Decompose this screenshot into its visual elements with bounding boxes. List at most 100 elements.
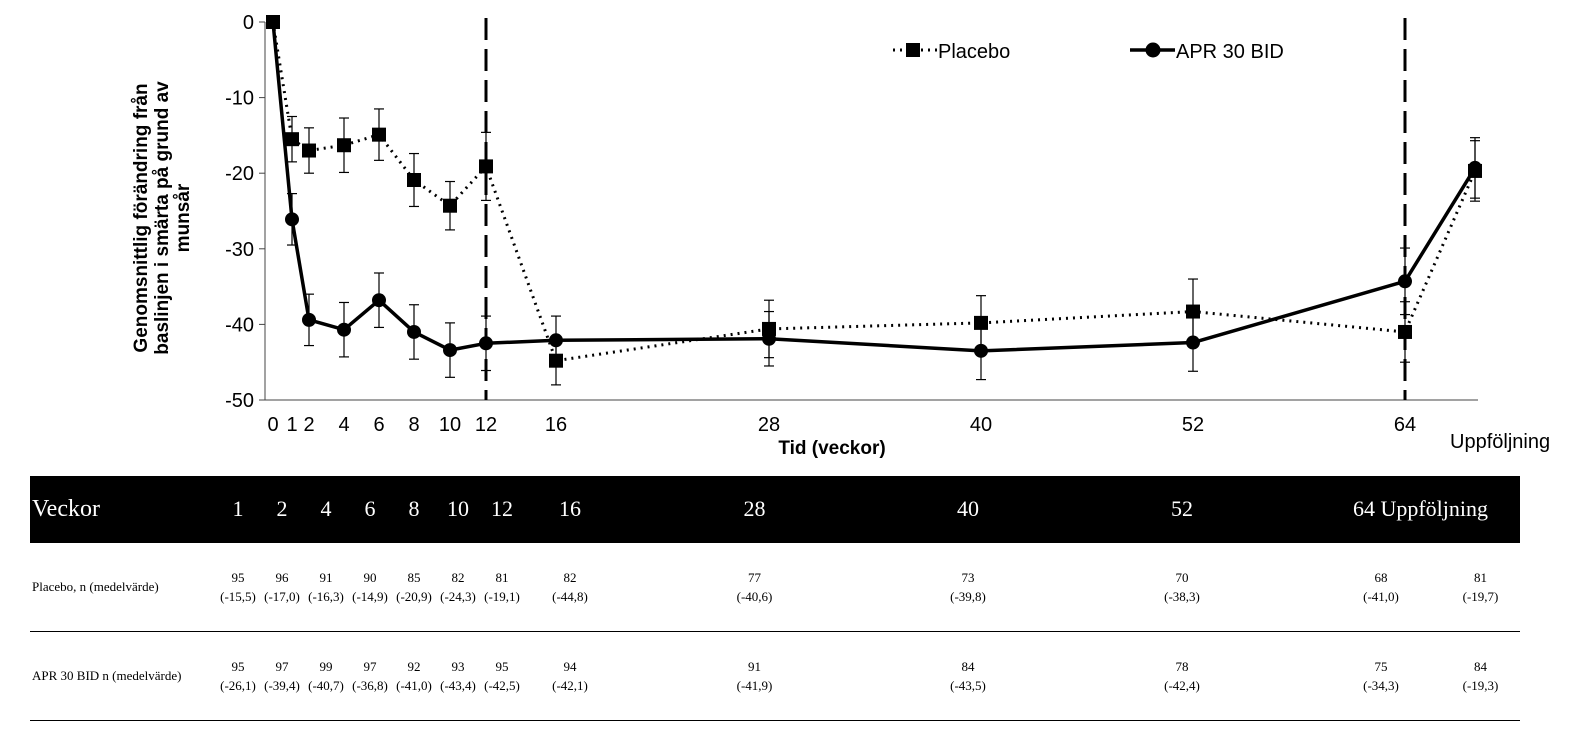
data-table: Veckor 1 2 4 6 8 10 12 16 28 40 52 64 Up… xyxy=(30,476,1520,721)
table-cell: 85 (-20,9) xyxy=(392,542,436,632)
x-tick-label: 40 xyxy=(970,414,992,436)
x-followup-label: Uppföljning xyxy=(1450,431,1550,453)
cell-mean: (-26,1) xyxy=(220,678,256,693)
x-tick-label: 52 xyxy=(1182,414,1204,436)
table-cell: 97 (-36,8) xyxy=(348,631,392,721)
x-tick-label: 64 xyxy=(1394,414,1416,436)
x-tick-label: 2 xyxy=(303,414,314,436)
cell-count: 82 xyxy=(451,570,465,585)
cell-count: 84 xyxy=(1474,659,1487,674)
cell-count: 99 xyxy=(319,659,333,674)
cell-count: 85 xyxy=(407,570,421,585)
data-point-apr xyxy=(302,312,316,327)
data-point-apr xyxy=(549,333,563,348)
legend-apr-label: APR 30 BID xyxy=(1176,41,1284,63)
y-tick-label: -10 xyxy=(225,88,254,110)
x-axis-title: Tid (veckor) xyxy=(778,438,885,459)
x-tick-label: 28 xyxy=(758,414,780,436)
data-point-placebo xyxy=(479,159,493,174)
cell-count: 93 xyxy=(451,659,465,674)
row-label: Placebo, n (medelvärde) xyxy=(30,542,216,632)
y-axis-title-line-2: baslinjen i smärta på grund av xyxy=(152,81,173,355)
x-tick-label: 10 xyxy=(439,414,461,436)
cell-count: 70 xyxy=(1175,570,1189,585)
data-point-apr xyxy=(974,343,988,358)
table-cell: 99 (-40,7) xyxy=(304,631,348,721)
data-point-apr xyxy=(479,336,493,351)
data-point-placebo xyxy=(1186,304,1200,319)
x-tick-label: 0 xyxy=(267,414,278,436)
cell-mean: (-16,3) xyxy=(308,589,344,604)
table-cell: 92 (-41,0) xyxy=(392,631,436,721)
cell-mean: (-17,0) xyxy=(264,589,300,604)
dashed-reference-lines xyxy=(484,18,1407,400)
data-point-apr xyxy=(372,293,386,308)
table-cell: 75 (-34,3) xyxy=(1321,631,1441,721)
table-cell: 84 (-43,5) xyxy=(893,631,1043,721)
table-header-cell: 2 xyxy=(260,476,304,543)
data-point-apr xyxy=(1186,335,1200,350)
table-header-cell: 52 xyxy=(1043,476,1321,543)
cell-mean: (-39,8) xyxy=(950,589,986,604)
x-tick-label: 1 xyxy=(286,414,297,436)
table-cell: 81 (-19,7) xyxy=(1441,542,1520,632)
data-point-placebo xyxy=(372,127,386,142)
table-cell: 91 (-16,3) xyxy=(304,542,348,632)
table-cell: 95 (-42,5) xyxy=(480,631,524,721)
table-cell: 95 (-15,5) xyxy=(216,542,260,632)
cell-count: 97 xyxy=(363,659,377,674)
data-point-placebo xyxy=(1398,324,1412,339)
x-tick-label: 12 xyxy=(475,414,497,436)
table-header-cell: 16 xyxy=(524,476,616,543)
cell-mean: (-36,8) xyxy=(352,678,388,693)
cell-mean: (-41,9) xyxy=(736,678,773,693)
table-header-cell: 64 Uppföljning xyxy=(1321,476,1520,543)
table-cell: 68 (-41,0) xyxy=(1321,542,1441,632)
table-header-cell: 10 xyxy=(436,476,480,543)
table-cell: 96 (-17,0) xyxy=(260,542,304,632)
data-point-apr xyxy=(762,331,776,346)
y-tick-label: 0 xyxy=(243,12,254,34)
x-tick-label: 4 xyxy=(338,414,349,436)
cell-count: 91 xyxy=(319,570,333,585)
table-header-cell: 12 xyxy=(480,476,524,543)
cell-count: 94 xyxy=(563,659,577,674)
data-point-apr xyxy=(266,15,280,29)
table-cell: 70 (-38,3) xyxy=(1043,542,1321,632)
table-header-cell: 6 xyxy=(348,476,392,543)
cell-mean: (-42,1) xyxy=(552,678,588,693)
data-point-apr xyxy=(443,343,457,358)
cell-mean: (-15,5) xyxy=(220,589,256,604)
cell-count: 68 xyxy=(1374,570,1388,585)
table-cell: 93 (-43,4) xyxy=(436,631,480,721)
cell-count: 75 xyxy=(1374,659,1388,674)
cell-count: 81 xyxy=(1474,570,1487,585)
table-header-cell: 1 xyxy=(216,476,260,543)
cell-mean: (-19,7) xyxy=(1462,589,1499,604)
cell-count: 73 xyxy=(961,570,975,585)
cell-mean: (-39,4) xyxy=(264,678,300,693)
table-header-row: Veckor 1 2 4 6 8 10 12 16 28 40 52 64 Up… xyxy=(30,476,1520,543)
table-cell: 94 (-42,1) xyxy=(524,631,616,721)
line-chart: Genomsnittlig förändring från baslinjen … xyxy=(131,12,1550,459)
x-tick-label: 8 xyxy=(408,414,419,436)
data-point-placebo xyxy=(443,198,457,213)
data-point-apr xyxy=(337,322,351,337)
y-axis-title: Genomsnittlig förändring från baslinjen … xyxy=(131,81,194,355)
cell-count: 95 xyxy=(495,659,509,674)
table-cell: 81 (-19,1) xyxy=(480,542,524,632)
y-tick-label: -30 xyxy=(225,239,254,261)
series-line-apr xyxy=(271,21,1477,353)
y-tick-label: -50 xyxy=(225,390,254,412)
table-cell: 73 (-39,8) xyxy=(893,542,1043,632)
cell-count: 92 xyxy=(407,659,421,674)
table-header-cell: 40 xyxy=(893,476,1043,543)
cell-mean: (-19,1) xyxy=(484,589,520,604)
cell-mean: (-43,5) xyxy=(950,678,986,693)
table-header-label: Veckor xyxy=(30,476,216,543)
table-body: Placebo, n (medelvärde) 95 (-15,5) 96 (-17,0… xyxy=(30,542,1520,721)
table-cell: 77 (-40,6) xyxy=(616,542,893,632)
table-row: Placebo, n (medelvärde) 95 (-15,5) 96 (-17,0… xyxy=(30,542,1520,632)
data-point-apr xyxy=(1398,274,1412,289)
table-cell: 95 (-26,1) xyxy=(216,631,260,721)
